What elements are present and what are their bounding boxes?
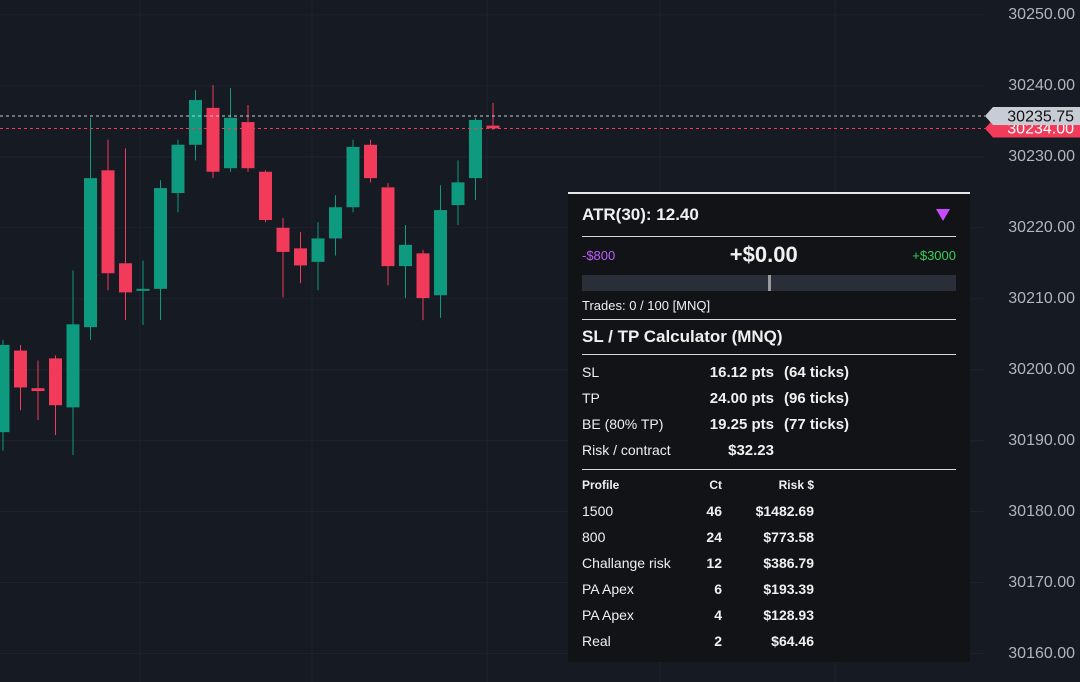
table-cell: 2 xyxy=(714,633,722,649)
table-cell: 4 xyxy=(714,607,722,623)
calc-ticks: (96 ticks) xyxy=(784,389,850,407)
candle-body xyxy=(189,100,202,145)
price-tag xyxy=(985,107,1080,126)
table-cell: $193.39 xyxy=(763,581,814,597)
calc-ticks: (64 ticks) xyxy=(784,363,850,381)
calc-key: Risk / contract xyxy=(582,442,671,458)
calc-row: TP 24.00 pts (96 ticks) xyxy=(582,385,956,411)
candle-body xyxy=(329,207,342,239)
candle-body xyxy=(136,288,150,291)
atr: ATR(30): 12.40 xyxy=(582,205,699,224)
candle-body xyxy=(101,170,115,274)
table-header: Profile Ct Risk $ xyxy=(582,472,956,498)
candle-body xyxy=(294,248,307,266)
candle-body xyxy=(0,344,10,433)
candle-body xyxy=(364,144,377,179)
y-tick-label: 30230.00 xyxy=(1008,148,1075,165)
calc-value: $32.23 xyxy=(728,441,774,459)
y-tick-label: 30180.00 xyxy=(1008,503,1075,520)
candle-body xyxy=(399,244,412,267)
pnl-bar xyxy=(582,275,956,291)
table-cell: 1500 xyxy=(582,503,614,519)
pnl: +$0.00 xyxy=(729,242,798,267)
column-header: Profile xyxy=(582,478,620,492)
profile-table: Profile Ct Risk $1500 46 $1482.69 800 24 $773.5… xyxy=(582,469,956,654)
table-cell: PA Apex xyxy=(582,581,634,597)
table-row: PA Apex 6 $193.39 xyxy=(582,576,956,602)
calc-row: BE (80% TP) 19.25 pts (77 ticks) xyxy=(582,411,956,437)
calc-ticks: (77 ticks) xyxy=(784,415,850,433)
y-tick-label: 30240.00 xyxy=(1008,77,1075,94)
y-tick-label: 30220.00 xyxy=(1008,219,1075,236)
y-tick-label: 30210.00 xyxy=(1008,290,1075,307)
collapse-toggle[interactable] xyxy=(936,209,950,221)
calc-row: Risk / contract $32.23 xyxy=(582,437,956,463)
table-cell: Challange risk xyxy=(582,555,671,571)
table-row: 800 24 $773.58 xyxy=(582,524,956,550)
candle-body xyxy=(451,182,465,206)
calc-row: SL 16.12 pts (64 ticks) xyxy=(582,359,956,385)
candle-body xyxy=(416,253,430,299)
table-cell: $773.58 xyxy=(763,529,814,545)
atr-panel: ATR(30): 12.40 -$800 +$0.00 +$3000 Trade… xyxy=(568,192,970,662)
candle-body xyxy=(206,107,220,172)
y-tick-label: 30200.00 xyxy=(1008,361,1075,378)
y-tick-label: 30160.00 xyxy=(1008,645,1075,662)
candle-body xyxy=(84,178,97,328)
table-cell: 46 xyxy=(706,503,722,519)
candle-body xyxy=(469,119,482,179)
trades: Trades: 0 / 100 [MNQ] xyxy=(582,297,711,313)
calc-value: 16.12 pts xyxy=(709,363,774,381)
table-cell: $1482.69 xyxy=(755,503,814,519)
table-cell: $386.79 xyxy=(763,555,814,571)
pnl-max: +$3000 xyxy=(912,247,956,263)
candle-body xyxy=(259,171,272,220)
pnl-marker xyxy=(768,275,771,291)
calc-title: SL / TP Calculator (MNQ) xyxy=(582,319,956,354)
table-cell: Real xyxy=(582,633,611,649)
table-row: 1500 46 $1482.69 xyxy=(582,498,956,524)
price-label: 30235.75 xyxy=(1007,108,1074,125)
candle-body xyxy=(14,350,27,388)
y-tick-label: 30170.00 xyxy=(1008,574,1075,591)
table-cell: PA Apex xyxy=(582,607,634,623)
candle-body xyxy=(49,358,62,406)
table-cell: 6 xyxy=(714,581,722,597)
table-cell: 12 xyxy=(706,555,722,571)
calc-value: 24.00 pts xyxy=(709,389,774,407)
calc-key: BE (80% TP) xyxy=(582,416,664,432)
candle-body xyxy=(154,188,167,289)
calc-key: SL xyxy=(582,364,600,380)
candle-body xyxy=(486,125,500,129)
table-cell: $128.93 xyxy=(763,607,814,623)
candle-body xyxy=(224,117,237,169)
candle-body xyxy=(311,238,325,262)
candle-body xyxy=(276,227,290,252)
column-header: Risk $ xyxy=(778,478,814,492)
calc: SL 16.12 pts (64 ticks) TP 24.00 pts (96 tick… xyxy=(582,354,956,469)
calc-key: TP xyxy=(582,390,600,406)
y-tick-label: 30190.00 xyxy=(1008,432,1075,449)
table-row: Challange risk 12 $386.79 xyxy=(582,550,956,576)
calc-value: 19.25 pts xyxy=(709,415,774,433)
column-header: Ct xyxy=(709,478,722,492)
table-row: PA Apex 4 $128.93 xyxy=(582,602,956,628)
candle-body xyxy=(434,210,447,296)
candle-body xyxy=(66,324,80,408)
table-cell: 800 xyxy=(582,529,606,545)
atr-row: ATR(30): 12.40 xyxy=(582,194,956,236)
candle-body xyxy=(171,144,185,194)
candle-body xyxy=(241,122,255,169)
pnl-min: -$800 xyxy=(582,247,616,263)
candle-body xyxy=(381,187,395,267)
candle-body xyxy=(119,263,132,293)
candle-body xyxy=(346,146,360,208)
table-row: Real 2 $64.46 xyxy=(582,628,956,654)
candle-body xyxy=(31,388,45,392)
table-cell: 24 xyxy=(706,529,722,545)
pnl-row: -$800 +$0.00 +$3000 xyxy=(582,236,956,273)
y-tick-label: 30250.00 xyxy=(1008,6,1075,23)
table-cell: $64.46 xyxy=(771,633,814,649)
